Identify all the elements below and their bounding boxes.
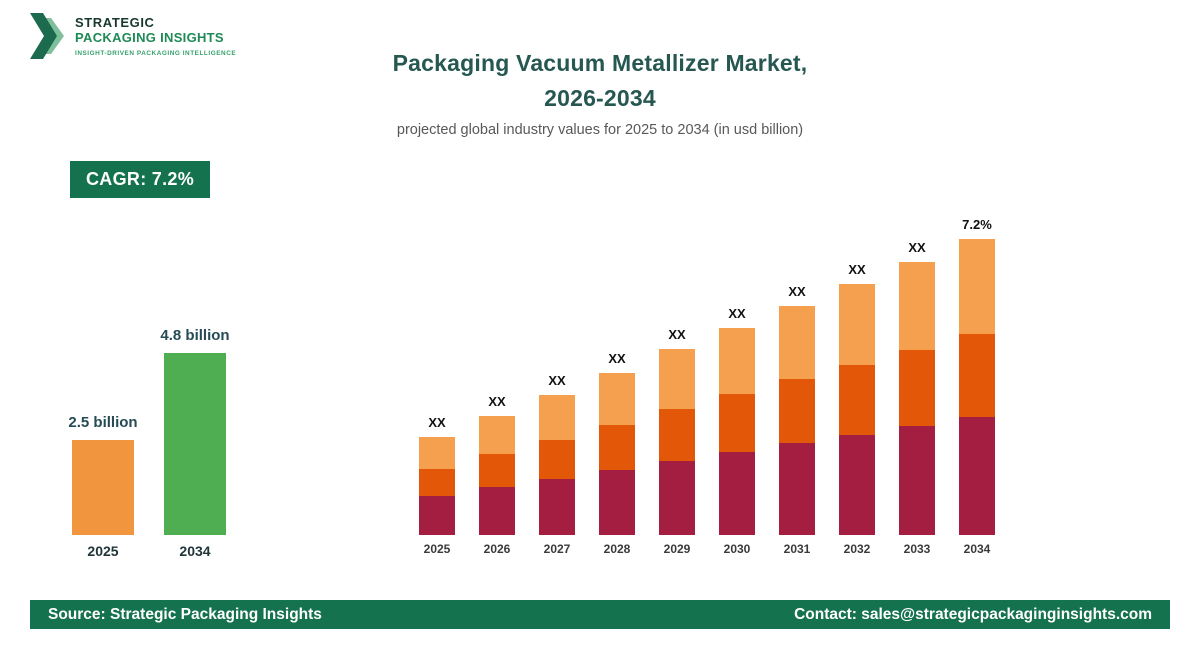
bar-segment-top-segment — [899, 262, 935, 350]
bar-group-2034: 7.2% 2034 — [959, 217, 995, 556]
summary-bar-group-2034: 4.8 billion 2034 — [160, 327, 229, 559]
bar-value-label: XX — [608, 351, 626, 366]
x-axis-label: 2030 — [723, 542, 751, 556]
bar-segment-top-segment — [419, 437, 455, 469]
summary-bar-group-2025: 2.5 billion 2025 — [68, 414, 137, 559]
x-axis-label: 2029 — [663, 542, 691, 556]
bar-segment-bottom-segment — [539, 479, 575, 535]
bar-value-label: XX — [668, 327, 686, 342]
summary-bar-value-label: 2.5 billion — [68, 414, 138, 431]
stacked-bar — [599, 373, 635, 535]
x-axis-label: 2027 — [543, 542, 571, 556]
bar-segment-top-segment — [959, 239, 995, 334]
bar-segment-middle-segment — [539, 440, 575, 479]
bar-value-label: XX — [548, 373, 566, 388]
bar-segment-top-segment — [719, 328, 755, 394]
bar-group-2032: XX 2032 — [839, 262, 875, 556]
bar-segment-top-segment — [779, 306, 815, 379]
summary-bar-value-label: 4.8 billion — [160, 327, 230, 344]
bar-group-2029: XX 2029 — [659, 327, 695, 556]
main-chart: XX 2025 XX 2026 XX 2027 XX 2028 XX 2029 XX 2030 XX 20… — [419, 196, 995, 556]
bar-segment-bottom-segment — [659, 461, 695, 535]
bar-value-label: 7.2% — [962, 217, 992, 232]
bar-group-2030: XX 2030 — [719, 306, 755, 556]
summary-bar — [164, 353, 226, 535]
page-subtitle: projected global industry values for 202… — [396, 122, 804, 138]
brand-name-line2: PACKAGING INSIGHTS — [75, 30, 224, 45]
bar-value-label: XX — [428, 415, 446, 430]
stacked-bar — [479, 416, 515, 535]
bar-segment-middle-segment — [839, 365, 875, 435]
stacked-bar — [719, 328, 755, 535]
bar-segment-middle-segment — [899, 350, 935, 426]
bar-value-label: XX — [848, 262, 866, 277]
bar-segment-top-segment — [839, 284, 875, 365]
summary-chart: 2.5 billion 2025 4.8 billion 2034 — [68, 327, 229, 559]
x-axis-label: 2033 — [903, 542, 931, 556]
bar-segment-middle-segment — [659, 409, 695, 461]
summary-x-axis-label: 2034 — [179, 543, 211, 559]
x-axis-label: 2034 — [963, 542, 991, 556]
bar-segment-bottom-segment — [959, 417, 995, 535]
cagr-badge: CAGR: 7.2% — [70, 161, 211, 198]
bar-value-label: XX — [488, 394, 506, 409]
bar-group-2026: XX 2026 — [479, 394, 515, 556]
stacked-bar — [539, 395, 575, 535]
stacked-bar — [839, 284, 875, 535]
bar-segment-bottom-segment — [899, 426, 935, 535]
bar-segment-top-segment — [479, 416, 515, 454]
bar-group-2028: XX 2028 — [599, 351, 635, 556]
bar-segment-bottom-segment — [479, 487, 515, 535]
x-axis-label: 2032 — [843, 542, 871, 556]
chart-header: Packaging Vacuum Metallizer Market, 2026… — [0, 46, 1200, 138]
bar-segment-middle-segment — [719, 394, 755, 452]
bar-segment-middle-segment — [959, 334, 995, 417]
stacked-bar — [959, 239, 995, 535]
brand-tagline: INSIGHT-DRIVEN PACKAGING INTELLIGENCE — [75, 50, 237, 57]
footer-source: Source: Strategic Packaging Insights — [48, 605, 322, 623]
brand-chevron-icon — [30, 13, 66, 59]
bar-segment-bottom-segment — [719, 452, 755, 535]
page-title-line1: Packaging Vacuum Metallizer Market, — [392, 50, 808, 76]
bar-segment-top-segment — [659, 349, 695, 409]
bar-segment-middle-segment — [419, 469, 455, 496]
brand-name-line1: STRATEGIC — [75, 15, 155, 30]
bar-value-label: XX — [908, 240, 926, 255]
summary-x-axis-label: 2025 — [87, 543, 119, 559]
brand-text: STRATEGIC PACKAGING INSIGHTS INSIGHT-DRI… — [75, 13, 236, 57]
bar-segment-bottom-segment — [839, 435, 875, 535]
bar-value-label: XX — [728, 306, 746, 321]
bar-group-2025: XX 2025 — [419, 415, 455, 556]
bar-segment-bottom-segment — [779, 443, 815, 535]
bar-segment-top-segment — [539, 395, 575, 440]
footer-contact: Contact: sales@strategicpackaginginsight… — [794, 605, 1152, 623]
bar-segment-bottom-segment — [419, 496, 455, 535]
bar-value-label: XX — [788, 284, 806, 299]
x-axis-label: 2031 — [783, 542, 811, 556]
bar-group-2031: XX 2031 — [779, 284, 815, 556]
bar-segment-middle-segment — [479, 454, 515, 487]
page-title-line2: 2026-2034 — [544, 85, 656, 111]
stacked-bar — [779, 306, 815, 535]
summary-bar — [72, 440, 134, 535]
bar-segment-bottom-segment — [599, 470, 635, 535]
brand-logo: STRATEGIC PACKAGING INSIGHTS INSIGHT-DRI… — [30, 13, 236, 59]
footer-bar: Source: Strategic Packaging Insights Con… — [30, 600, 1170, 629]
x-axis-label: 2028 — [603, 542, 631, 556]
bar-segment-middle-segment — [779, 379, 815, 443]
stacked-bar — [899, 262, 935, 535]
x-axis-label: 2025 — [423, 542, 451, 556]
stacked-bar — [419, 437, 455, 535]
bar-segment-top-segment — [599, 373, 635, 425]
bar-segment-middle-segment — [599, 425, 635, 470]
bar-group-2033: XX 2033 — [899, 240, 935, 556]
stacked-bar — [659, 349, 695, 535]
x-axis-label: 2026 — [483, 542, 511, 556]
bar-group-2027: XX 2027 — [539, 373, 575, 556]
